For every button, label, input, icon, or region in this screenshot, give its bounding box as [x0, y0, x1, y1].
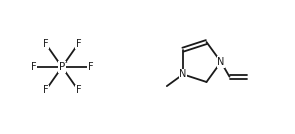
Text: N: N	[217, 57, 225, 67]
Text: F: F	[88, 62, 93, 72]
Text: -: -	[64, 59, 67, 66]
Text: F: F	[76, 85, 81, 95]
Text: F: F	[31, 62, 36, 72]
Text: F: F	[43, 85, 48, 95]
Text: F: F	[43, 39, 48, 49]
Text: F: F	[76, 39, 81, 49]
Text: N: N	[179, 69, 187, 79]
Text: P: P	[59, 62, 65, 72]
